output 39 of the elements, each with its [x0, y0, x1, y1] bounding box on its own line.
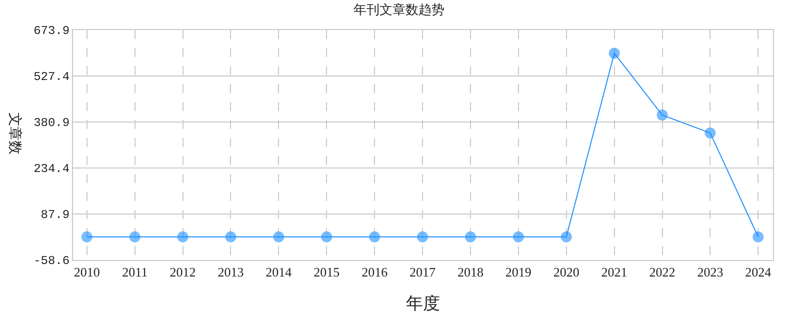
point	[656, 110, 668, 121]
point	[81, 231, 92, 242]
x-tick-label: 2019	[505, 264, 532, 280]
x-tick-label: 2014	[266, 264, 292, 280]
point	[560, 231, 572, 242]
point	[369, 231, 380, 242]
x-tick-label: 2012	[170, 264, 196, 280]
y-tick-label: -58.6	[34, 254, 70, 268]
x-tick-label: 2016	[362, 264, 388, 280]
x-axis-title: 年度	[406, 294, 440, 313]
x-tick-label: 2017	[410, 264, 436, 280]
x-tick-label: 2020	[553, 264, 580, 280]
x-tick-label: 2013	[218, 264, 244, 280]
y-tick-label: 87.9	[40, 208, 70, 222]
y-tick-label: 380.9	[34, 116, 70, 130]
point	[752, 231, 764, 242]
point	[704, 127, 716, 138]
x-tick-label: 2010	[74, 264, 100, 280]
point	[464, 231, 476, 242]
y-axis-title: 文章数	[6, 112, 22, 155]
point	[225, 231, 236, 242]
point	[608, 48, 620, 59]
x-tick-label: 2023	[697, 264, 724, 280]
point	[273, 231, 284, 242]
y-tick-label: 527.4	[34, 70, 70, 84]
y-tick-label: 234.4	[34, 162, 70, 176]
point	[417, 231, 428, 242]
y-tick-label: 673.9	[34, 24, 70, 38]
chart-title: 年刊文章数趋势	[354, 2, 444, 18]
point	[512, 231, 524, 242]
x-tick-label: 2015	[314, 264, 340, 280]
point	[321, 231, 332, 242]
x-tick-label: 2024	[745, 264, 772, 280]
point	[177, 231, 188, 242]
x-tick-label: 2021	[601, 264, 628, 280]
x-tick-label: 2011	[122, 264, 148, 280]
x-tick-label: 2022	[649, 264, 676, 280]
x-tick-label: 2018	[457, 264, 484, 280]
point	[129, 231, 140, 242]
